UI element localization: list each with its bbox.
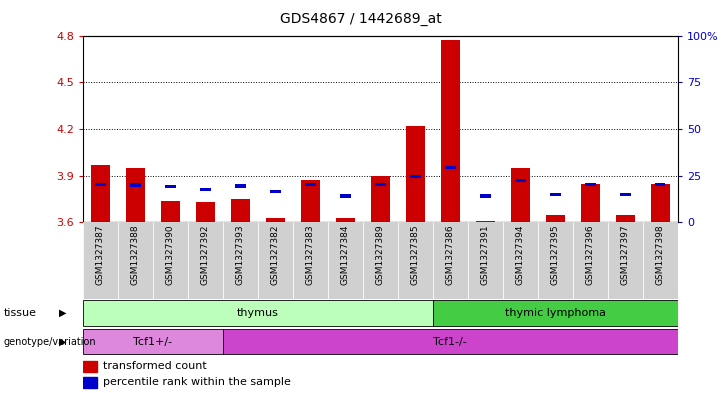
- Bar: [95, 183, 106, 186]
- Bar: [336, 218, 355, 222]
- Bar: [398, 222, 433, 299]
- Bar: [620, 193, 630, 196]
- Bar: [510, 168, 530, 222]
- Text: ▶: ▶: [59, 308, 66, 318]
- Bar: [231, 199, 250, 222]
- Bar: [608, 222, 642, 299]
- Text: Tcf1-/-: Tcf1-/-: [433, 336, 467, 347]
- Bar: [83, 361, 97, 372]
- Bar: [642, 222, 678, 299]
- Bar: [406, 126, 425, 222]
- Text: GSM1327389: GSM1327389: [376, 225, 385, 285]
- Text: GSM1327395: GSM1327395: [551, 225, 559, 285]
- Bar: [188, 222, 223, 299]
- Bar: [655, 183, 665, 186]
- Bar: [153, 222, 188, 299]
- Bar: [572, 222, 608, 299]
- Text: GSM1327394: GSM1327394: [516, 225, 525, 285]
- Bar: [580, 184, 600, 222]
- Text: GSM1327392: GSM1327392: [201, 225, 210, 285]
- Text: GSM1327383: GSM1327383: [306, 225, 315, 285]
- Bar: [83, 329, 223, 354]
- Bar: [161, 201, 180, 222]
- Bar: [305, 183, 316, 186]
- Bar: [200, 188, 211, 191]
- Bar: [340, 194, 350, 198]
- Bar: [371, 176, 390, 222]
- Text: tissue: tissue: [4, 308, 37, 318]
- Bar: [585, 183, 596, 186]
- Bar: [433, 222, 468, 299]
- Text: thymus: thymus: [237, 308, 279, 318]
- Text: genotype/variation: genotype/variation: [4, 336, 96, 347]
- Bar: [223, 222, 258, 299]
- Text: GSM1327387: GSM1327387: [96, 225, 105, 285]
- Bar: [410, 175, 420, 178]
- Text: GSM1327388: GSM1327388: [131, 225, 140, 285]
- Bar: [550, 193, 560, 196]
- Bar: [476, 221, 495, 222]
- Bar: [235, 184, 246, 187]
- Bar: [445, 165, 456, 169]
- Bar: [616, 215, 635, 222]
- Bar: [301, 180, 320, 222]
- Bar: [503, 222, 538, 299]
- Text: GSM1327393: GSM1327393: [236, 225, 245, 285]
- Bar: [196, 202, 215, 222]
- Bar: [270, 189, 280, 193]
- Bar: [125, 168, 145, 222]
- Text: GSM1327382: GSM1327382: [271, 225, 280, 285]
- Bar: [363, 222, 398, 299]
- Text: ▶: ▶: [59, 336, 66, 347]
- Text: GSM1327396: GSM1327396: [585, 225, 595, 285]
- Bar: [328, 222, 363, 299]
- Bar: [223, 329, 678, 354]
- Text: GSM1327397: GSM1327397: [621, 225, 629, 285]
- Bar: [118, 222, 153, 299]
- Bar: [83, 222, 118, 299]
- Bar: [650, 184, 670, 222]
- Text: GSM1327391: GSM1327391: [481, 225, 490, 285]
- Bar: [258, 222, 293, 299]
- Bar: [293, 222, 328, 299]
- Text: GSM1327390: GSM1327390: [166, 225, 175, 285]
- Bar: [91, 165, 110, 222]
- Text: Tcf1+/-: Tcf1+/-: [133, 336, 172, 347]
- Bar: [375, 183, 386, 186]
- Text: percentile rank within the sample: percentile rank within the sample: [102, 377, 291, 387]
- Bar: [468, 222, 503, 299]
- Bar: [131, 184, 141, 187]
- Text: GSM1327386: GSM1327386: [446, 225, 455, 285]
- Text: GSM1327398: GSM1327398: [655, 225, 665, 285]
- Text: GSM1327385: GSM1327385: [411, 225, 420, 285]
- Text: transformed count: transformed count: [102, 361, 206, 371]
- Text: GDS4867 / 1442689_at: GDS4867 / 1442689_at: [280, 12, 441, 26]
- Bar: [83, 377, 97, 387]
- Bar: [441, 40, 460, 222]
- Bar: [538, 222, 572, 299]
- Text: GSM1327384: GSM1327384: [341, 225, 350, 285]
- Bar: [480, 194, 490, 198]
- Bar: [83, 301, 433, 326]
- Text: thymic lymphoma: thymic lymphoma: [505, 308, 606, 318]
- Bar: [165, 185, 176, 188]
- Bar: [433, 301, 678, 326]
- Bar: [266, 218, 285, 222]
- Bar: [546, 215, 565, 222]
- Bar: [515, 179, 526, 182]
